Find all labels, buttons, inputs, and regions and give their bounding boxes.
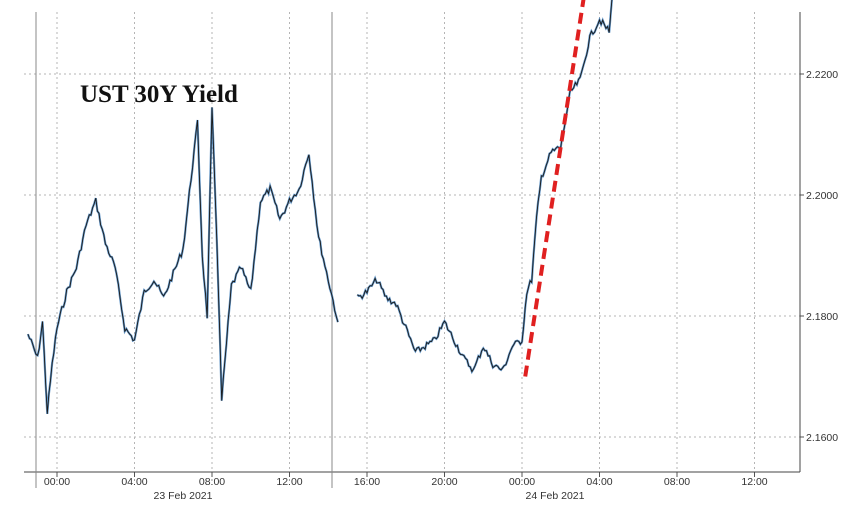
- series-line-highlight: [26, 107, 339, 414]
- trend-arrow: [523, 0, 586, 377]
- x-tick-label: 08:00: [199, 476, 225, 488]
- x-tick-label: 04:00: [586, 476, 612, 488]
- chart-title: UST 30Y Yield: [80, 81, 238, 108]
- date-label: 23 Feb 2021: [154, 490, 213, 502]
- grid-layer: [24, 12, 800, 472]
- y-tick-label: 2.2000: [806, 190, 838, 202]
- x-tick-label: 08:00: [664, 476, 690, 488]
- y-tick-label: 2.1800: [806, 311, 838, 323]
- frame-layer: [24, 12, 804, 488]
- series-line: [27, 107, 339, 414]
- annotation-layer: [523, 0, 586, 377]
- label-layer: 00:00 04:00 08:00 12:00 16:00 20:00 00:00 04:00…: [44, 69, 838, 502]
- x-tick-label: 12:00: [741, 476, 767, 488]
- series-layer: [26, 0, 613, 414]
- x-tick-label: 04:00: [121, 476, 147, 488]
- date-label: 24 Feb 2021: [526, 490, 585, 502]
- y-tick-label: 2.1600: [806, 432, 838, 444]
- x-tick-label: 00:00: [509, 476, 535, 488]
- y-tick-label: 2.2200: [806, 69, 838, 81]
- x-tick-label: 00:00: [44, 476, 70, 488]
- x-tick-label: 16:00: [354, 476, 380, 488]
- series-line: [357, 0, 613, 373]
- x-tick-label: 12:00: [276, 476, 302, 488]
- x-tick-label: 20:00: [431, 476, 457, 488]
